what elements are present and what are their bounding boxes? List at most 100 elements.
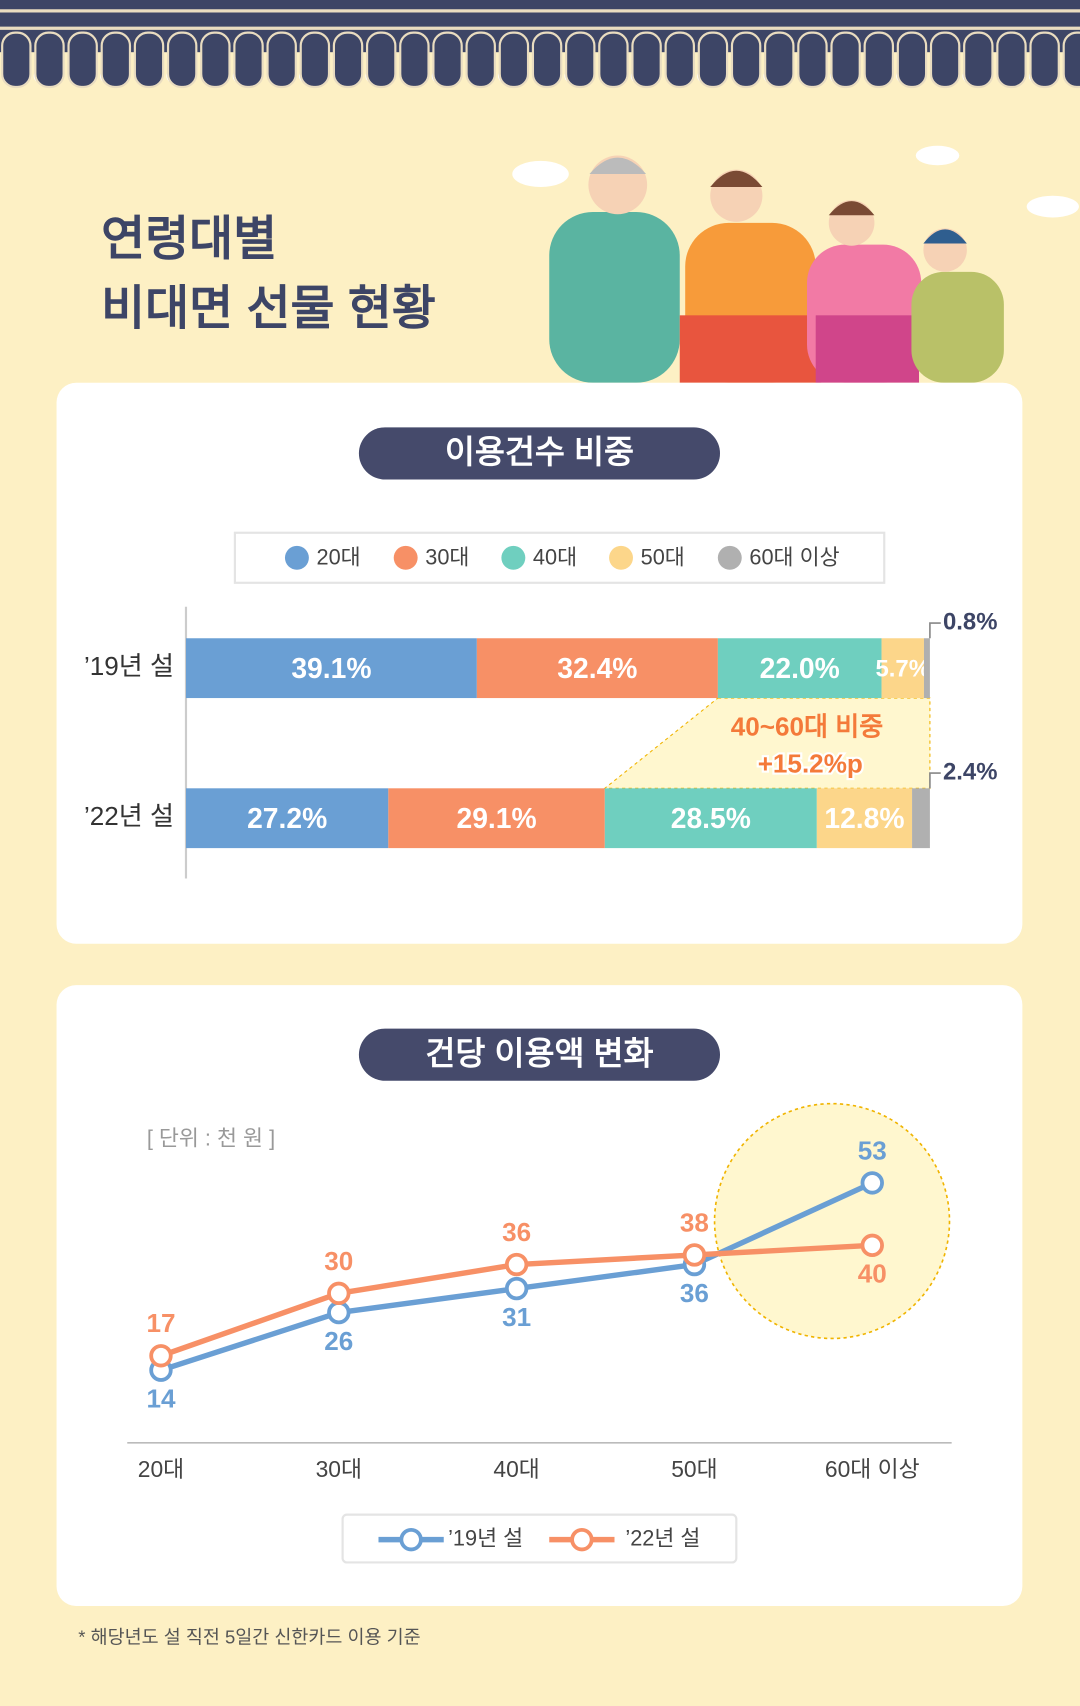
data-point [860,1171,884,1195]
legend-label: 50대 [641,545,685,570]
legend-label: 20대 [316,545,360,570]
roof-decoration [0,0,1080,89]
data-label: 39.1% [291,652,371,684]
data-label: 26 [324,1326,353,1356]
legend-label: ’19년 설 [448,1525,523,1550]
chart-title: 이용건수 비중 [445,433,634,470]
bar-segment [185,788,389,849]
data-label: 17 [146,1308,175,1338]
roof-tile [996,31,1027,89]
data-label: 40 [858,1259,887,1289]
legend-marker [399,1527,423,1552]
legend-label: 60대 이상 [749,545,839,570]
annotation: 40~60대 비중 [731,711,883,741]
roof-tile [598,31,629,89]
page-title: 연령대별 [101,213,277,266]
data-label: 27.2% [247,802,327,834]
roof-tile [365,31,397,89]
roof-tile [299,31,331,89]
bar-segment [912,788,930,849]
roof-tile [631,31,662,89]
legend-label: 30대 [425,545,469,570]
x-tick-label: 30대 [316,1456,362,1482]
legend-label: ’22년 설 [625,1525,700,1550]
legend-label: 40대 [533,545,577,570]
data-point [327,1300,351,1325]
bar-chart: 20대 30대 40대 50대 60대 이상 ’19년 설 39.1% 32.4% 22.0% 5… [84,545,997,879]
unit-label: [ 단위 : 천 원 ] [147,1125,275,1150]
roof-tile [332,31,364,89]
data-label: 28.5% [671,802,751,834]
roof-tile [34,31,65,89]
bar-segment [185,638,477,699]
roof-tile [67,31,98,89]
line-chart: 20대 30대 40대 50대 60대 이상 14 26 31 36 53 17 30 36 38 40 ’1… [127,1102,952,1552]
footnote: * 해당년도 설 직전 5일간 신한카드 이용 기준 [78,1626,420,1647]
roof-tile [399,31,430,89]
roof-tile [200,31,231,89]
data-point [149,1344,173,1368]
roof-tile [730,31,762,89]
roof-tile [1,31,32,89]
roof-tile [963,31,994,89]
roof-tile [896,31,928,89]
characters-illustration [512,145,1079,383]
roof-tile [764,31,795,89]
x-tick-label: 50대 [671,1456,717,1482]
data-label: 5.7% [876,656,931,683]
bar-segment [604,788,817,849]
label-leader [929,622,941,639]
legend-swatch [609,545,633,570]
roof-tile [1029,31,1060,89]
data-label: 30 [324,1246,353,1276]
data-label: 12.8% [824,802,904,834]
roof-tile [166,31,198,89]
roof-tile [697,31,729,89]
roof-tile [432,31,463,89]
bar-segment [881,638,924,699]
roof-tile [465,31,496,89]
legend-swatch [717,545,742,570]
page-title: 비대면 선물 현황 [101,283,436,336]
bar-segment [816,788,913,849]
chart-title: 건당 이용액 변화 [425,1034,653,1071]
category-label: ’19년 설 [84,651,174,681]
x-tick-label: 40대 [493,1456,539,1482]
label-leader [929,772,941,789]
roof-tile [266,31,297,89]
legend-swatch [501,545,526,570]
data-point [327,1281,351,1306]
data-label: 29.1% [456,802,536,834]
roof-tile [100,31,132,89]
roof-tile [1062,31,1080,89]
data-label: 2.4% [943,758,998,785]
x-tick-label: 20대 [138,1456,184,1482]
highlight-circle [713,1102,951,1340]
legend-marker [570,1527,594,1552]
data-label: 36 [502,1217,531,1247]
data-label: 53 [858,1135,887,1165]
roof-tile [133,31,165,89]
section-pill [358,427,720,480]
data-point [504,1252,529,1277]
bar-segment [388,788,605,849]
category-label: ’22년 설 [84,801,174,831]
roof-tile [830,31,861,89]
data-label: 14 [146,1384,176,1414]
legend-swatch [284,545,309,570]
bar-segment [476,638,718,699]
data-point [860,1233,884,1258]
data-label: 32.4% [557,652,637,684]
roof-tile [863,31,895,89]
bar-segment [923,638,930,699]
data-label: 36 [680,1278,709,1308]
data-label: 22.0% [760,652,840,684]
roof-tile [797,31,828,89]
data-point [682,1243,707,1267]
data-label: 38 [680,1207,709,1237]
roof-tile [498,31,530,89]
x-tick-label: 60대 이상 [825,1456,920,1482]
roof-tile [233,31,264,89]
